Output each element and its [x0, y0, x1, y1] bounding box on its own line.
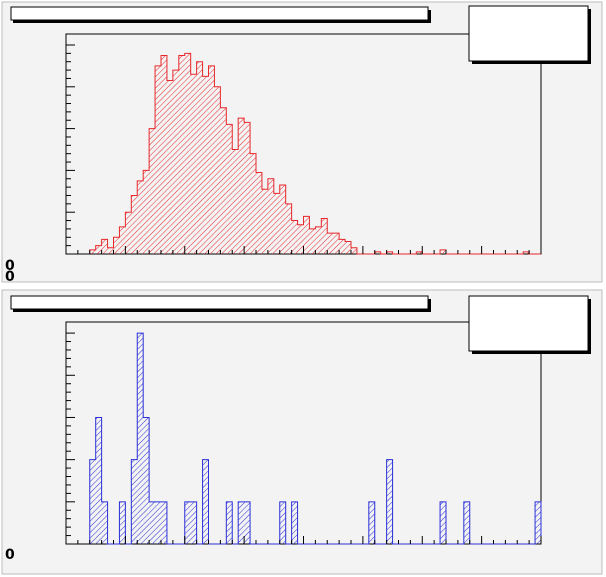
- histogram-bin-fill: [463, 501, 470, 544]
- histogram-bin-fill: [261, 189, 268, 254]
- histogram-bin-fill: [368, 501, 375, 544]
- histogram-bin-fill: [250, 153, 256, 254]
- pad-top-corner-label-1: 0: [5, 258, 15, 274]
- pad-bottom: 0: [1, 289, 603, 575]
- histogram-bin-fill: [226, 124, 233, 254]
- histogram-bin-fill: [125, 212, 132, 254]
- pad-bottom-title-box: [10, 295, 429, 310]
- pad-top-histogram: [89, 52, 541, 255]
- histogram-bin-fill: [107, 247, 114, 254]
- histogram-bin-fill: [345, 241, 351, 254]
- histogram-bin-fill: [95, 417, 102, 544]
- histogram-bin-fill: [297, 224, 304, 254]
- histogram-bin-fill: [244, 501, 251, 544]
- histogram-bin-fill: [279, 501, 286, 544]
- histogram-bin-fill: [386, 251, 393, 254]
- histogram-bin-fill: [161, 501, 167, 544]
- histogram-bin-fill: [214, 86, 221, 254]
- histogram-bin-fill: [178, 55, 185, 255]
- histogram-bin-fill: [333, 233, 340, 254]
- histogram-outline: [89, 52, 541, 255]
- histogram-bin-fill: [190, 501, 197, 544]
- histogram-bin-fill: [119, 226, 126, 254]
- histogram-bin-fill: [279, 185, 286, 254]
- histogram-bin-fill: [273, 193, 280, 254]
- histogram-bin-fill: [143, 417, 150, 544]
- histogram-outline: [89, 332, 542, 545]
- histogram-bin-fill: [374, 251, 381, 254]
- histogram-bin-fill: [101, 501, 108, 544]
- histogram-bin-fill: [309, 228, 316, 254]
- histogram-bin-fill: [172, 70, 179, 254]
- histogram-bin-fill: [339, 239, 346, 254]
- histogram-bin-fill: [184, 501, 191, 544]
- histogram-bin-fill: [101, 239, 108, 254]
- histogram-bin-fill: [535, 501, 541, 544]
- histogram-bin-fill: [208, 65, 215, 255]
- histogram-bin-fill: [351, 247, 357, 254]
- histogram-bin-fill: [137, 333, 144, 544]
- histogram-bin-fill: [155, 65, 161, 255]
- pad-top-x-ticks: [65, 246, 542, 254]
- histogram-bin-fill: [291, 220, 298, 254]
- histogram-bin-fill: [202, 76, 209, 254]
- histogram-bin-fill: [291, 501, 298, 544]
- histogram-bin-fill: [256, 172, 262, 254]
- histogram-bin-fill: [89, 459, 96, 544]
- pad-bottom-stats-box: [468, 295, 589, 352]
- histogram-bin-fill: [196, 61, 203, 254]
- histogram-bin-fill: [244, 122, 251, 254]
- histogram-bin-fill: [440, 249, 446, 254]
- histogram-bin-fill: [321, 218, 328, 254]
- histogram-bin-fill: [416, 251, 423, 254]
- histogram-bin-fill: [386, 459, 393, 544]
- histogram-bin-fill: [143, 170, 150, 254]
- histogram-bin-fill: [315, 226, 322, 254]
- pad-bottom-corner-label-1: 0: [5, 547, 15, 563]
- histogram-bin-fill: [303, 216, 310, 254]
- histogram-bin-fill: [523, 251, 530, 254]
- histogram-bin-fill: [149, 128, 156, 254]
- histogram-bin-fill: [190, 74, 197, 254]
- pad-bottom-histogram: [89, 332, 542, 545]
- histogram-bin-fill: [95, 245, 102, 254]
- pad-top-corner-label-2: 0: [5, 269, 15, 285]
- pad-bottom-y-ticks: [66, 332, 75, 545]
- histogram-bin-fill: [113, 237, 120, 254]
- pad-top-y-ticks: [66, 44, 75, 255]
- histogram-bin-fill: [238, 501, 245, 544]
- histogram-bin-fill: [267, 178, 274, 254]
- pad-top-title-box: [10, 6, 429, 21]
- histogram-bin-fill: [202, 459, 209, 544]
- histogram-bin-fill: [137, 180, 144, 254]
- histogram-bin-fill: [166, 80, 173, 254]
- histogram-bin-fill: [131, 195, 138, 254]
- pad-top-stats-box: [468, 5, 589, 62]
- histogram-bin-fill: [285, 203, 292, 254]
- histogram-bin-fill: [119, 501, 126, 544]
- pad-top: 0 0: [1, 1, 603, 285]
- histogram-bin-fill: [327, 233, 334, 254]
- histogram-bin-fill: [184, 53, 191, 254]
- histogram-bin-fill: [220, 107, 227, 254]
- histogram-bin-fill: [232, 149, 239, 254]
- histogram-bin-fill: [161, 55, 167, 255]
- histogram-bin-fill: [155, 501, 161, 544]
- histogram-bin-fill: [149, 501, 156, 544]
- histogram-bin-fill: [226, 501, 233, 544]
- histogram-bin-fill: [131, 459, 138, 544]
- pad-bottom-x-ticks: [65, 536, 542, 544]
- histogram-bin-fill: [440, 501, 446, 544]
- histogram-bin-fill: [238, 118, 245, 255]
- histogram-bin-fill: [89, 249, 96, 254]
